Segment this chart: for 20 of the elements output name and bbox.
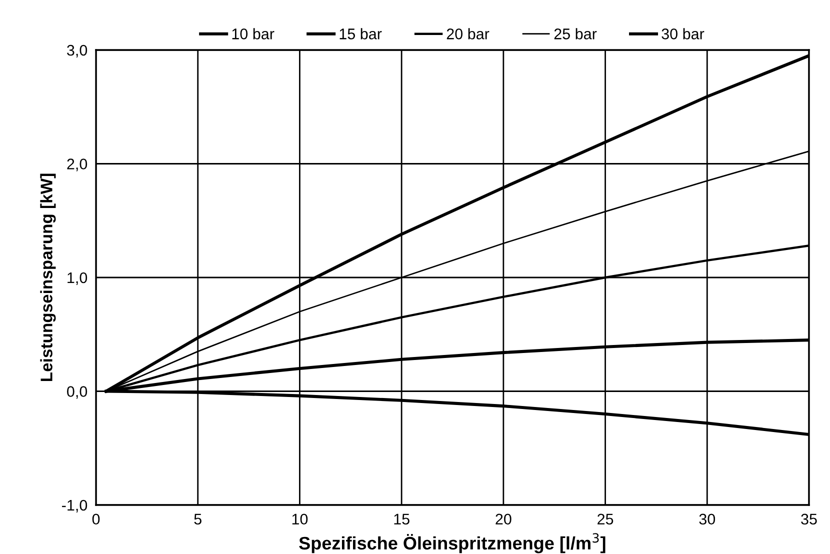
y-axis-title: Leistungseinsparung [kW] [40, 174, 56, 382]
x-tick-label: 25 [598, 514, 614, 525]
x-tick-label: 10 [292, 514, 308, 525]
x-tick-label: 35 [801, 514, 817, 525]
legend-label: 20 bar [446, 28, 490, 40]
y-tick-label: 1,0 [68, 272, 88, 285]
legend-label: 15 bar [340, 28, 382, 40]
y-tick-label: 3,0 [67, 44, 88, 58]
x-tick-label: 20 [496, 514, 512, 525]
x-tick-label: 5 [194, 514, 202, 525]
legend-label: 10 bar [232, 28, 274, 40]
y-tick-label: 2,0 [67, 158, 88, 172]
x-axis-title: Spezifische Öleinspritzmenge [l/m$^{3}$] [299, 533, 606, 554]
legend-label: 25 bar [554, 28, 597, 40]
x-tick-label: 15 [394, 514, 410, 525]
x-tick-label: 0 [92, 514, 100, 525]
legend-label: 30 bar [662, 28, 704, 40]
x-tick-label: 30 [699, 514, 716, 525]
y-tick-label: 0,0 [67, 386, 88, 399]
y-tick-label: -1,0 [62, 500, 88, 512]
